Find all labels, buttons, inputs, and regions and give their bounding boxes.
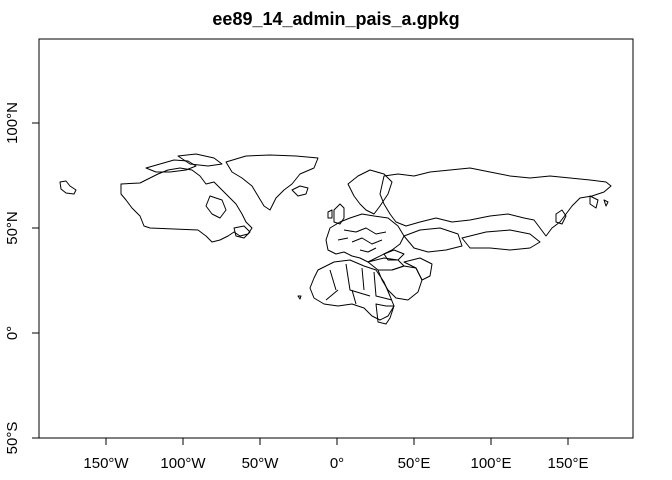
greenland-outline: [225, 154, 319, 211]
caucasus-outline: [383, 249, 405, 261]
plot-frame: [38, 38, 634, 439]
x-tick-label: 100°W: [160, 455, 206, 472]
russia-outline: [379, 167, 612, 237]
newfoundland-outline: [233, 225, 251, 239]
map-title: ee89_14_admin_pais_a.gpkg: [212, 9, 460, 29]
y-tick-label: 100°N: [4, 102, 21, 144]
y-tick-label: 50°S: [4, 422, 21, 455]
north-africa-outline: [309, 259, 395, 321]
country-outlines: [59, 153, 612, 325]
y-axis: 50°S 0° 50°N 100°N: [4, 102, 40, 455]
x-tick-label: 0°: [330, 455, 344, 472]
uk-outline: [333, 203, 345, 225]
canada-outline: [120, 167, 253, 243]
mongolia-china-outline: [461, 229, 541, 251]
x-tick-label: 100°E: [470, 455, 511, 472]
north-africa-borders: [325, 263, 393, 305]
island-outline: [603, 199, 609, 207]
iran-outline: [403, 257, 433, 281]
ireland-outline: [327, 209, 333, 219]
scandinavia-outline: [347, 169, 393, 215]
y-tick-label: 50°N: [4, 211, 21, 245]
x-tick-label: 50°W: [242, 455, 280, 472]
y-tick-label: 0°: [4, 326, 21, 340]
x-tick-label: 150°E: [547, 455, 588, 472]
western-europe-outline: [325, 213, 405, 263]
x-axis: 150°W 100°W 50°W 0° 50°E 100°E 150°E: [83, 437, 589, 472]
hudson-bay-outline: [205, 195, 227, 219]
x-tick-label: 50°E: [398, 455, 431, 472]
alaska-outline: [59, 180, 77, 195]
arctic-islands-outline-2: [177, 153, 223, 167]
island-outline-2: [297, 295, 302, 300]
europe-borders: [337, 227, 387, 253]
x-tick-label: 150°W: [83, 455, 129, 472]
east-africa-outline: [375, 303, 395, 325]
kazakhstan-outline: [403, 227, 463, 253]
kamchatka-outline: [589, 195, 599, 209]
japan-outline: [555, 209, 567, 225]
arctic-islands-outline: [145, 159, 197, 173]
iceland-outline: [291, 185, 309, 197]
